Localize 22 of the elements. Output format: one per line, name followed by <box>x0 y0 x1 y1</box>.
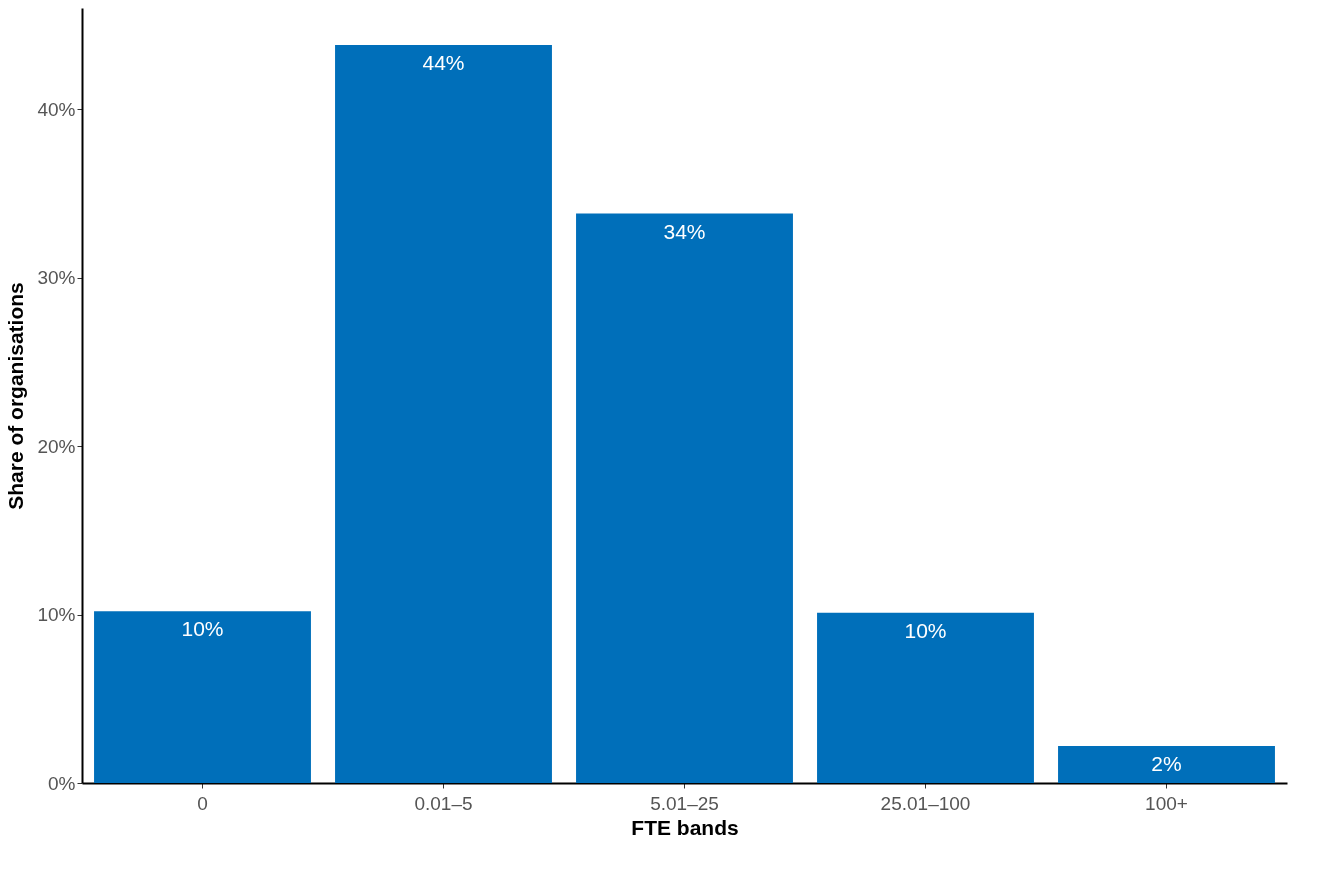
y-tick-label: 0% <box>48 772 76 794</box>
y-axis-title: Share of organisations <box>4 282 28 510</box>
bar <box>1058 745 1275 783</box>
y-tick-label: 40% <box>37 98 76 120</box>
x-tick-label: 0 <box>197 792 208 814</box>
x-tick-label: 0.01–5 <box>414 792 473 814</box>
data-label: 44% <box>422 51 465 75</box>
bar <box>94 611 311 783</box>
x-tick-label: 5.01–25 <box>650 792 719 814</box>
data-label: 34% <box>663 219 706 243</box>
bar <box>817 612 1034 783</box>
data-label: 10% <box>181 617 224 641</box>
data-label: 2% <box>1151 751 1182 775</box>
data-label: 10% <box>904 618 947 642</box>
bar <box>335 45 552 783</box>
x-tick-label: 25.01–100 <box>880 792 971 814</box>
y-tick-label: 20% <box>37 435 76 457</box>
x-axis-title: FTE bands <box>631 815 739 839</box>
y-tick-label: 10% <box>37 604 76 626</box>
bar <box>576 213 793 783</box>
y-tick-label: 30% <box>37 267 76 289</box>
x-tick-label: 100+ <box>1145 792 1188 814</box>
